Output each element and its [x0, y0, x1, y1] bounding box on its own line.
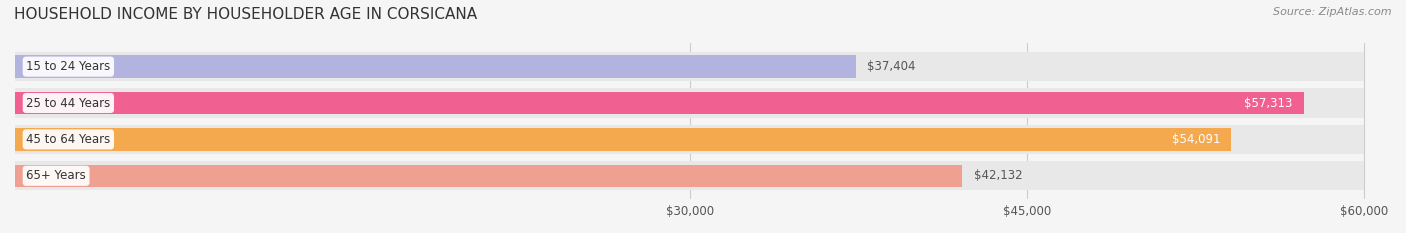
Bar [15, 89, 1364, 118]
Text: $37,404: $37,404 [868, 60, 915, 73]
Text: 65+ Years: 65+ Years [27, 169, 86, 182]
Text: 25 to 44 Years: 25 to 44 Years [27, 96, 111, 110]
Text: $54,091: $54,091 [1171, 133, 1220, 146]
Text: $42,132: $42,132 [973, 169, 1022, 182]
Bar [15, 55, 856, 78]
Bar [15, 52, 1364, 81]
Bar [15, 164, 962, 187]
Text: $57,313: $57,313 [1244, 96, 1292, 110]
Bar [15, 125, 1364, 154]
Text: 45 to 64 Years: 45 to 64 Years [27, 133, 111, 146]
Text: Source: ZipAtlas.com: Source: ZipAtlas.com [1274, 7, 1392, 17]
Text: 15 to 24 Years: 15 to 24 Years [27, 60, 111, 73]
Bar [15, 92, 1303, 114]
Text: HOUSEHOLD INCOME BY HOUSEHOLDER AGE IN CORSICANA: HOUSEHOLD INCOME BY HOUSEHOLDER AGE IN C… [14, 7, 477, 22]
Bar [15, 161, 1364, 190]
Bar [15, 128, 1232, 151]
